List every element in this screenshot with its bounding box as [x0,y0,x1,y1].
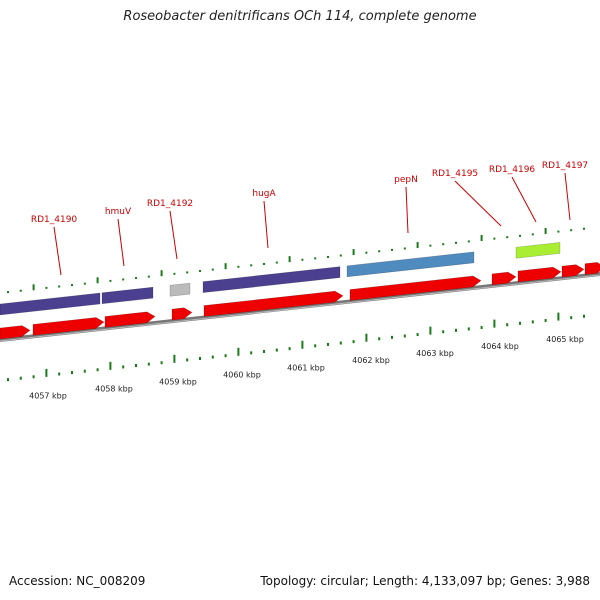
cds-arrow-3 [104,311,156,328]
kbp-label: 4060 kbp [223,370,261,379]
cds-arrow-10 [584,262,600,275]
gene-label: RD1_4197 [542,161,588,171]
gene-leader-line [511,176,537,223]
feature-block-pepn [346,251,475,278]
kbp-label: 4059 kbp [159,377,197,386]
gene-label: RD1_4190 [31,215,78,225]
page-title: Roseobacter denitrificans OCh 114, compl… [123,9,477,24]
cds-arrow-2 [32,317,105,336]
gene-label: RD1_4196 [489,165,536,175]
gene-label: pepN [394,175,418,185]
cds-arrow-4 [171,307,193,321]
kbp-label: 4058 kbp [95,384,133,393]
topology-text: Topology: circular; Length: 4,133,097 bp… [260,574,590,588]
backbone-highlight [0,274,600,342]
accession-text: Accession: NC_008209 [9,574,146,588]
cds-arrow-7 [491,271,517,286]
gene-leader-line [454,180,502,227]
gene-label: hmuV [105,207,132,217]
gene-leader-line [53,226,62,276]
kbp-label: 4065 kbp [546,335,584,344]
gene-label: RD1_4195 [432,169,478,179]
gene-leader-line [405,186,409,234]
gene-leader-line [117,218,125,267]
kbp-label: 4062 kbp [352,356,390,365]
cds-arrow-6 [349,275,482,301]
feature-block-hmuv [101,286,154,305]
cds-arrow-9 [561,264,585,278]
kbp-label: 4061 kbp [287,363,325,372]
feature-block-rd1-4190 [0,292,101,316]
gene-leader-line [564,172,571,221]
kbp-label: 4063 kbp [416,349,454,358]
gene-label: hugA [252,189,276,199]
cds-arrow-5 [203,290,344,317]
feature-block-huga [202,266,341,294]
gene-leader-line [263,200,269,249]
cds-arrow-8 [517,266,562,283]
feature-block-rd1-4196 [515,242,561,259]
gene-label: RD1_4192 [147,199,193,209]
cds-arrow-1 [0,325,31,340]
kbp-label: 4057 kbp [29,392,67,401]
kbp-label: 4064 kbp [481,342,519,351]
gene-leader-line [169,210,178,260]
feature-block-rd1-4192 [169,282,191,297]
